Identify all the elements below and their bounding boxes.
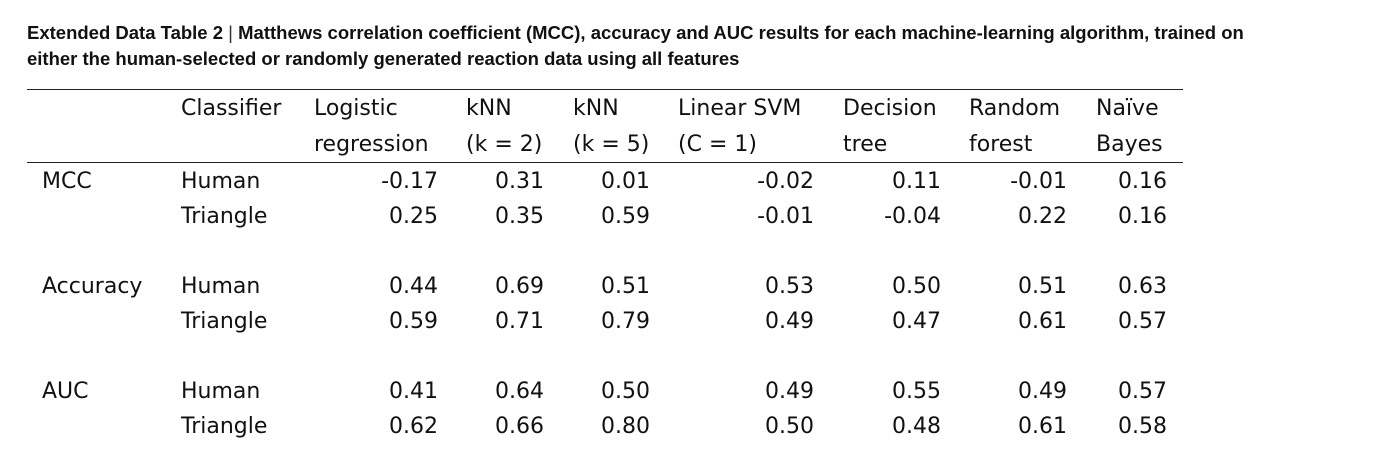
table-cell-value: 0.63 xyxy=(1027,269,1167,305)
header-column: Random forest xyxy=(969,91,1060,163)
header-line1: Random xyxy=(969,96,1060,121)
table-cell-value: 0.49 xyxy=(674,304,814,340)
header-line2: (C = 1) xyxy=(678,132,757,157)
table-cell-value: 0.57 xyxy=(1027,374,1167,410)
table-cell-value: 0.79 xyxy=(510,304,650,340)
table-cell-value: 0.01 xyxy=(510,164,650,200)
table-cell-value: -0.04 xyxy=(801,199,941,235)
table-caption: Extended Data Table 2 | Matthews correla… xyxy=(27,20,1367,72)
table-cell-value: 0.53 xyxy=(674,269,814,305)
table-cell-value: 0.55 xyxy=(801,374,941,410)
table-cell-value: 0.49 xyxy=(674,374,814,410)
header-line1: Decision xyxy=(843,96,937,121)
table-cell-value: -0.01 xyxy=(674,199,814,235)
header-line2: regression xyxy=(314,132,429,157)
table-cell-value: 0.57 xyxy=(1027,304,1167,340)
header-line1: Linear SVM xyxy=(678,96,801,121)
header-column: kNN (k = 2) xyxy=(466,91,542,163)
table-cell-value: 0.11 xyxy=(801,164,941,200)
header-line1: Naïve xyxy=(1096,96,1159,121)
table-cell-value: 0.16 xyxy=(1027,164,1167,200)
header-column: Linear SVM (C = 1) xyxy=(678,91,801,163)
header-line1: kNN xyxy=(466,96,512,121)
dataset-label: Triangle xyxy=(181,304,267,340)
table-cell-value: 0.16 xyxy=(1027,199,1167,235)
table-cell-value: 0.51 xyxy=(510,269,650,305)
dataset-label: Triangle xyxy=(181,409,267,445)
dataset-label: Human xyxy=(181,164,260,200)
header-line2: forest xyxy=(969,132,1032,157)
metric-label: Accuracy xyxy=(42,269,142,305)
caption-label: Extended Data Table 2 xyxy=(27,22,223,43)
header-line2: tree xyxy=(843,132,887,157)
caption-text-line1: Matthews correlation coefficient (MCC), … xyxy=(238,22,1244,43)
dataset-label: Human xyxy=(181,374,260,410)
header-column: Naïve Bayes xyxy=(1096,91,1163,163)
table-cell-value: 0.80 xyxy=(510,409,650,445)
table-cell-value: 0.59 xyxy=(510,199,650,235)
table-cell-value: 0.50 xyxy=(801,269,941,305)
header-column: Decision tree xyxy=(843,91,937,163)
caption-text-line2: either the human-selected or randomly ge… xyxy=(27,48,739,69)
metric-label: MCC xyxy=(42,164,92,200)
table-cell-value: -0.02 xyxy=(674,164,814,200)
table-cell-value: 0.48 xyxy=(801,409,941,445)
header-classifier: Classifier xyxy=(181,91,281,127)
header-line2: (k = 5) xyxy=(573,132,649,157)
table-cell-value: 0.50 xyxy=(510,374,650,410)
header-line1: kNN xyxy=(573,96,619,121)
metric-label: AUC xyxy=(42,374,89,410)
header-column: kNN (k = 5) xyxy=(573,91,649,163)
dataset-label: Triangle xyxy=(181,199,267,235)
dataset-label: Human xyxy=(181,269,260,305)
header-line1: Logistic xyxy=(314,96,398,121)
table-cell-value: 0.58 xyxy=(1027,409,1167,445)
table-cell-value: 0.50 xyxy=(674,409,814,445)
header-column: Logistic regression xyxy=(314,91,429,163)
header-line2: Bayes xyxy=(1096,132,1163,157)
caption-separator: | xyxy=(228,22,233,43)
table-top-rule xyxy=(27,89,1183,90)
table-cell-value: 0.47 xyxy=(801,304,941,340)
header-line2: (k = 2) xyxy=(466,132,542,157)
